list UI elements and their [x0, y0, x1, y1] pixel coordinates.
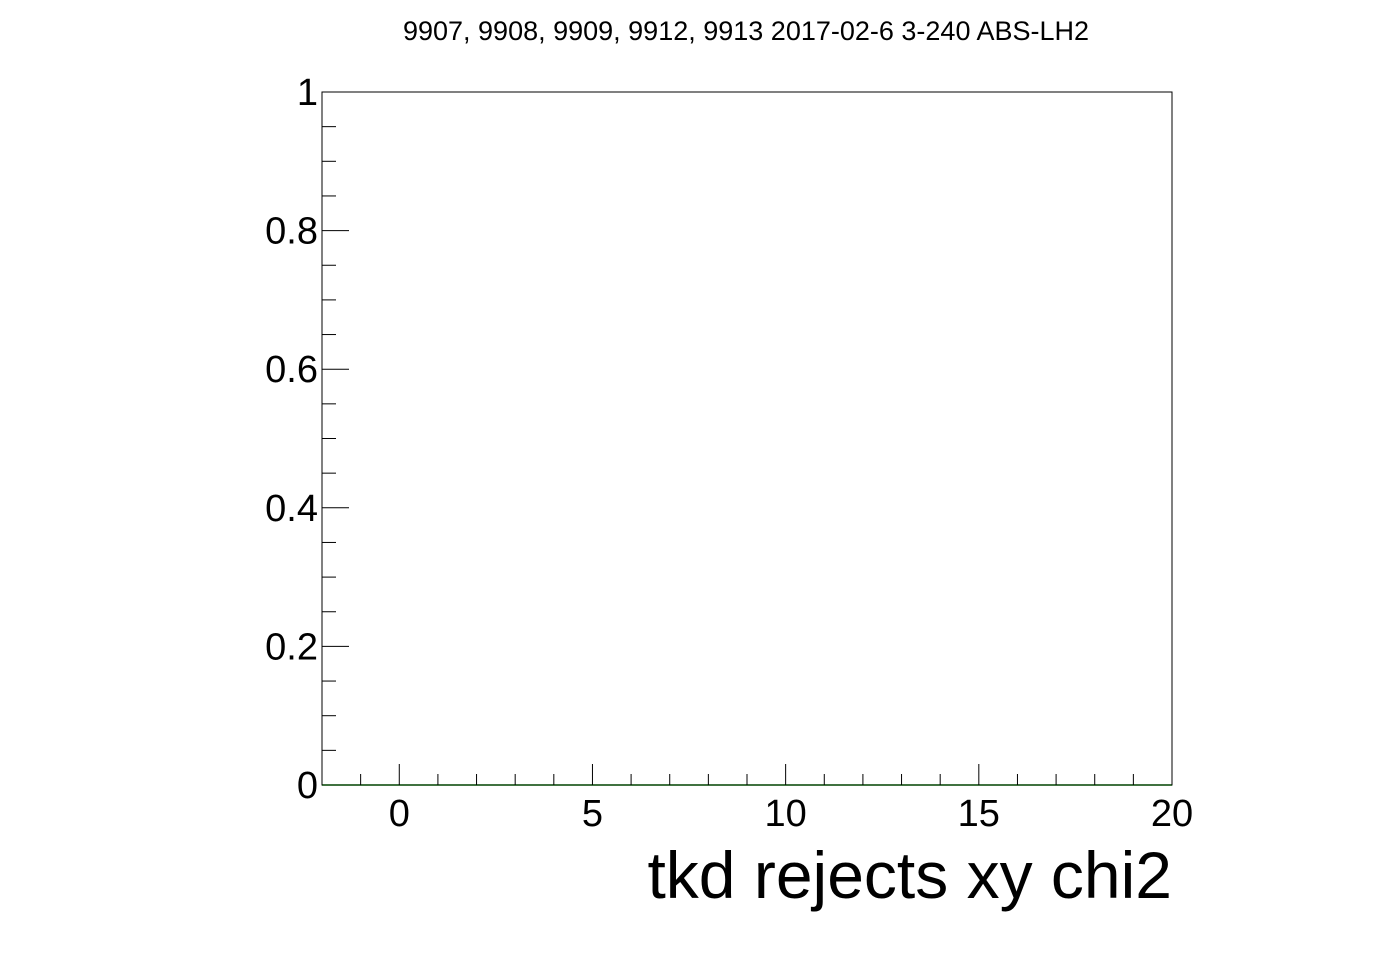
x-axis-label: tkd rejects xy chi2 [647, 838, 1172, 912]
y-tick-label: 1 [297, 72, 318, 114]
y-tick-label: 0.8 [265, 211, 318, 253]
x-tick-label: 5 [582, 793, 603, 835]
y-tick-label: 0.4 [265, 488, 318, 530]
y-axis: 0 0.2 0.4 0.6 0.8 1 [265, 72, 349, 807]
x-tick-label: 20 [1151, 793, 1193, 835]
plot-frame [321, 91, 1173, 786]
x-tick-label: 0 [389, 793, 410, 835]
x-tick-label: 10 [764, 793, 806, 835]
chart-title: 9907, 9908, 9909, 9912, 9913 2017-02-6 3… [403, 16, 1089, 46]
y-tick-label: 0.2 [265, 626, 318, 668]
x-tick-label: 15 [958, 793, 1000, 835]
x-axis: 0 5 10 15 20 [321, 764, 1193, 835]
y-tick-label: 0 [297, 765, 318, 807]
y-tick-label: 0.6 [265, 349, 318, 391]
